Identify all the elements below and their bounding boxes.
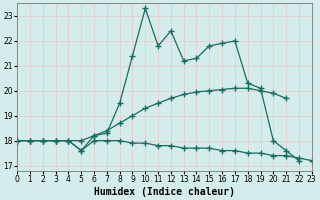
X-axis label: Humidex (Indice chaleur): Humidex (Indice chaleur): [94, 186, 235, 197]
